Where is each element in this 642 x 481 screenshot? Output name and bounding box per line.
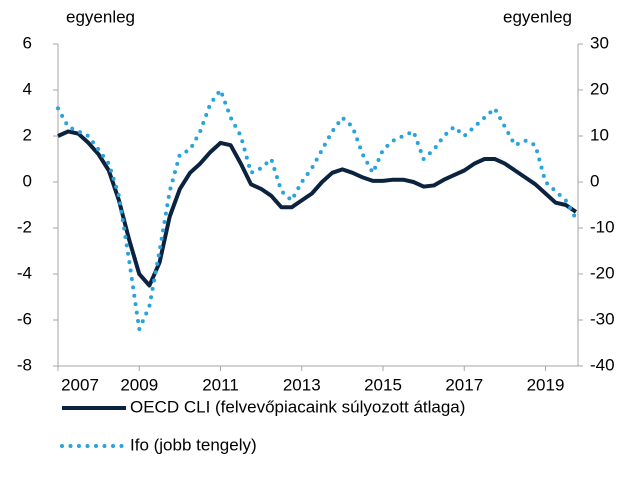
y2-tick-label: -10 [590, 217, 615, 236]
y-tick-label: 0 [23, 171, 32, 190]
y-tick-label: 6 [23, 33, 32, 52]
y-tick-label: -2 [17, 217, 32, 236]
y2-axis-label: egyenleg [503, 7, 572, 26]
y-tick-label: 4 [23, 79, 32, 98]
x-tick-label: 2013 [283, 375, 321, 394]
x-tick-label: 2007 [61, 375, 99, 394]
x-tick-label: 2009 [120, 375, 158, 394]
series-line [57, 129, 578, 288]
x-tick-label: 2015 [364, 375, 402, 394]
y2-tick-label: 30 [590, 33, 609, 52]
x-tick-label: 2011 [202, 375, 239, 394]
y-tick-label: -6 [17, 309, 32, 328]
y-tick-label: -8 [17, 355, 32, 374]
y-axis-label: egyenleg [66, 7, 135, 26]
y2-tick-label: -20 [590, 263, 615, 282]
legend-label: OECD CLI (felvevőpiacaink súlyozott átla… [130, 397, 465, 416]
y2-tick-label: -40 [590, 355, 615, 374]
series-line [56, 85, 578, 337]
legend-label: Ifo (jobb tengely) [130, 435, 257, 454]
y2-tick-label: 20 [590, 79, 609, 98]
x-tick-label: 2017 [445, 375, 483, 394]
y-tick-label: 2 [23, 125, 32, 144]
y2-tick-label: 10 [590, 125, 609, 144]
x-tick-label: 2019 [527, 375, 565, 394]
y2-tick-label: -30 [590, 309, 615, 328]
y2-tick-label: 0 [590, 171, 599, 190]
y-tick-label: -4 [17, 263, 32, 282]
